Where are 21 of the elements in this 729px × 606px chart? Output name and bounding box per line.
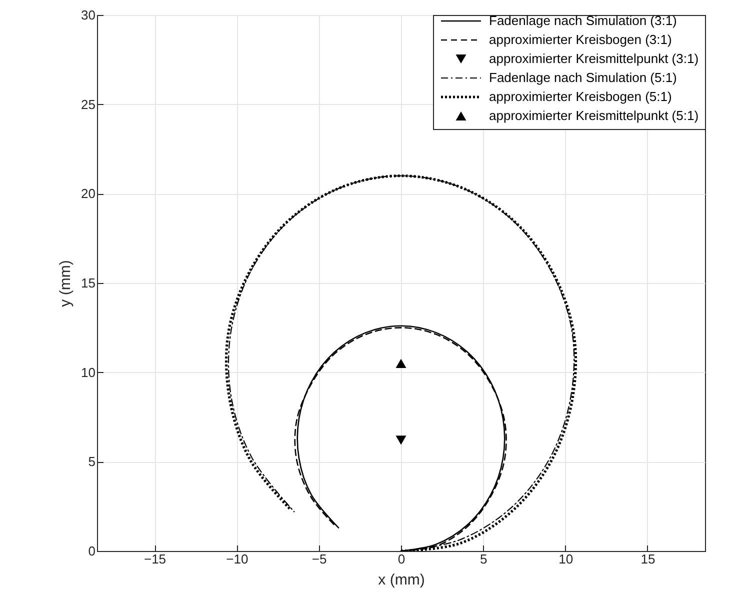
legend-label: approximierter Kreismittelpunkt (5:1): [489, 108, 699, 123]
y-tick-label: 10: [81, 364, 96, 380]
y-tick-label: 5: [88, 454, 96, 470]
x-tick-label: −5: [312, 552, 327, 566]
x-tick-label: 5: [480, 552, 488, 566]
legend-label: Fadenlage nach Simulation (3:1): [489, 13, 677, 28]
x-tick-label: −10: [226, 552, 248, 566]
x-tick-label: 15: [640, 552, 656, 566]
legend-label: approximierter Kreisbogen (3:1): [489, 32, 672, 47]
legend-label: Fadenlage nach Simulation (5:1): [489, 70, 677, 85]
legend-label: approximierter Kreisbogen (5:1): [489, 89, 672, 104]
x-axis-title: x (mm): [378, 572, 425, 588]
y-axis-title: y (mm): [57, 260, 74, 307]
y-tick-label: 20: [81, 186, 96, 202]
legend-label: approximierter Kreismittelpunkt (3:1): [489, 51, 699, 66]
x-tick-label: 0: [398, 552, 406, 566]
y-tick-label: 15: [81, 276, 96, 290]
x-tick-label: −15: [144, 552, 166, 566]
y-tick-label: 25: [81, 96, 96, 112]
x-tick-label: 10: [558, 552, 574, 566]
y-tick-label: 30: [81, 8, 96, 22]
